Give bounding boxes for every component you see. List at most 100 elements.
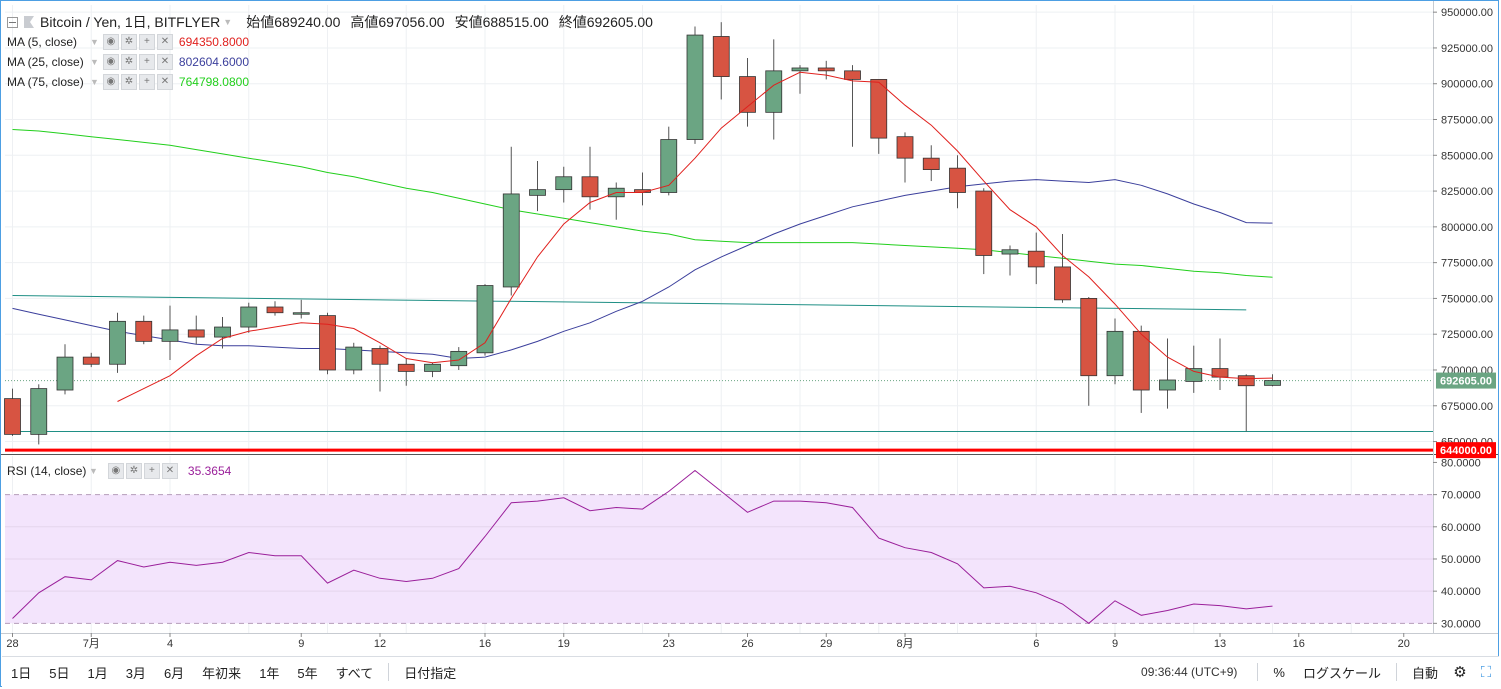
candle-down[interactable] — [1054, 266, 1071, 301]
candle-down[interactable] — [817, 67, 835, 72]
eye-icon[interactable]: ◉ — [102, 74, 119, 90]
candle-up[interactable] — [502, 193, 520, 288]
range-5y-button[interactable]: 5年 — [297, 665, 318, 681]
eye-icon[interactable]: ◉ — [102, 34, 119, 50]
range-all-button[interactable]: すべて — [335, 665, 374, 681]
candle-down[interactable] — [82, 356, 100, 365]
time-tick-label: 29 — [820, 638, 832, 650]
candle-up[interactable] — [1264, 380, 1281, 386]
candle-up[interactable] — [450, 350, 468, 367]
candle-up[interactable] — [791, 67, 809, 72]
candle-up[interactable] — [109, 320, 126, 365]
candle-down[interactable] — [581, 176, 599, 198]
close-icon[interactable]: ✕ — [156, 54, 173, 70]
candle-up[interactable] — [660, 139, 678, 193]
candle-down[interactable] — [1027, 250, 1045, 268]
candle-up[interactable] — [345, 346, 363, 371]
plus-icon[interactable]: + — [138, 74, 155, 90]
rsi-name[interactable]: RSI (14, close) — [7, 464, 87, 478]
range-1m-button[interactable]: 1月 — [87, 665, 108, 681]
eye-icon[interactable]: ◉ — [107, 463, 124, 479]
collapse-icon[interactable] — [7, 16, 18, 28]
fullscreen-icon[interactable]: ⛶ — [1480, 663, 1492, 681]
range-3m-button[interactable]: 3月 — [125, 665, 146, 681]
chevron-down-icon[interactable]: ▼ — [90, 57, 99, 67]
candle-up[interactable] — [1001, 249, 1019, 255]
log-scale-toggle[interactable]: ログスケール — [1302, 665, 1381, 681]
candle-up[interactable] — [240, 306, 258, 328]
candle-down[interactable] — [975, 190, 993, 256]
chart-canvas[interactable]: 650000.00675000.00700000.00725000.007500… — [1, 1, 1498, 655]
candle-up[interactable] — [214, 326, 231, 338]
candle-up[interactable] — [161, 329, 179, 342]
plus-icon[interactable]: + — [138, 34, 155, 50]
close-icon[interactable]: ✕ — [161, 463, 178, 479]
range-ytd-button[interactable]: 年初来 — [202, 665, 242, 681]
price-tick-label: 725000.00 — [1441, 329, 1493, 341]
close-value: 692605.00 — [586, 14, 653, 30]
time-tick-label: 9 — [1112, 638, 1118, 650]
symbol-title[interactable]: Bitcoin / Yen, 1日, BITFLYER — [40, 14, 221, 30]
auto-scale-toggle[interactable]: 自動 — [1411, 665, 1438, 681]
candle-down[interactable] — [1237, 375, 1255, 387]
percent-toggle[interactable]: % — [1273, 664, 1285, 680]
range-6m-button[interactable]: 6月 — [163, 665, 185, 681]
time-tick-label: 28 — [6, 638, 18, 650]
indicator-name[interactable]: MA (75, close) — [7, 75, 84, 89]
candle-down[interactable] — [371, 348, 389, 365]
candle-down[interactable] — [712, 36, 730, 77]
candle-up[interactable] — [1159, 379, 1176, 391]
gear-icon[interactable]: ⚙ — [1453, 664, 1467, 681]
candle-down[interactable] — [844, 70, 861, 80]
candle-up[interactable] — [529, 189, 546, 196]
indicator-name[interactable]: MA (5, close) — [7, 35, 78, 49]
rsi-line — [12, 469, 1273, 624]
candle-down[interactable] — [949, 167, 966, 193]
high-value: 697056.00 — [378, 14, 445, 30]
divider — [1257, 663, 1259, 681]
candle-down[interactable] — [896, 136, 914, 159]
eye-icon[interactable]: ◉ — [102, 54, 119, 70]
gear-icon[interactable]: ✲ — [120, 54, 137, 70]
chevron-down-icon[interactable]: ▼ — [223, 17, 233, 27]
goto-date-button[interactable]: 日付指定 — [404, 665, 457, 681]
candle-down[interactable] — [1132, 330, 1150, 391]
candle-up[interactable] — [555, 176, 573, 191]
range-1y-button[interactable]: 1年 — [259, 665, 280, 681]
time-tick-label: 8月 — [896, 638, 913, 650]
candle-down[interactable] — [135, 320, 153, 342]
range-1d-button[interactable]: 1日 — [11, 665, 32, 681]
gear-icon[interactable]: ✲ — [120, 74, 137, 90]
time-tick-label: 6 — [1033, 638, 1039, 650]
close-icon[interactable]: ✕ — [156, 34, 173, 50]
candle-down[interactable] — [187, 329, 205, 338]
range-5d-button[interactable]: 5日 — [49, 665, 70, 681]
indicator-name[interactable]: MA (25, close) — [7, 55, 84, 69]
candle-up[interactable] — [1106, 330, 1124, 377]
trend-line[interactable] — [12, 295, 1247, 311]
chevron-down-icon[interactable]: ▼ — [90, 37, 99, 47]
plus-icon[interactable]: + — [138, 54, 155, 70]
gear-icon[interactable]: ✲ — [125, 463, 142, 479]
candle-down[interactable] — [4, 398, 21, 435]
clock[interactable]: 09:36:44 (UTC+9) — [1141, 665, 1238, 679]
candle-down[interactable] — [397, 363, 415, 372]
chevron-down-icon[interactable]: ▼ — [90, 77, 99, 87]
candle-down[interactable] — [922, 157, 940, 171]
candle-down[interactable] — [319, 315, 336, 371]
candle-down[interactable] — [870, 79, 888, 139]
candle-up[interactable] — [30, 388, 48, 435]
candle-up[interactable] — [765, 70, 783, 113]
chevron-down-icon[interactable]: ▼ — [89, 466, 98, 476]
time-tick-label: 16 — [479, 638, 491, 650]
candle-down[interactable] — [266, 306, 284, 314]
candle-down[interactable] — [1080, 298, 1098, 377]
candle-up[interactable] — [56, 356, 74, 391]
candle-up[interactable] — [686, 34, 704, 140]
candle-up[interactable] — [424, 363, 441, 372]
candle-up[interactable] — [1185, 368, 1203, 382]
candle-up[interactable] — [292, 312, 310, 315]
plus-icon[interactable]: + — [143, 463, 160, 479]
close-icon[interactable]: ✕ — [156, 74, 173, 90]
gear-icon[interactable]: ✲ — [120, 34, 137, 50]
